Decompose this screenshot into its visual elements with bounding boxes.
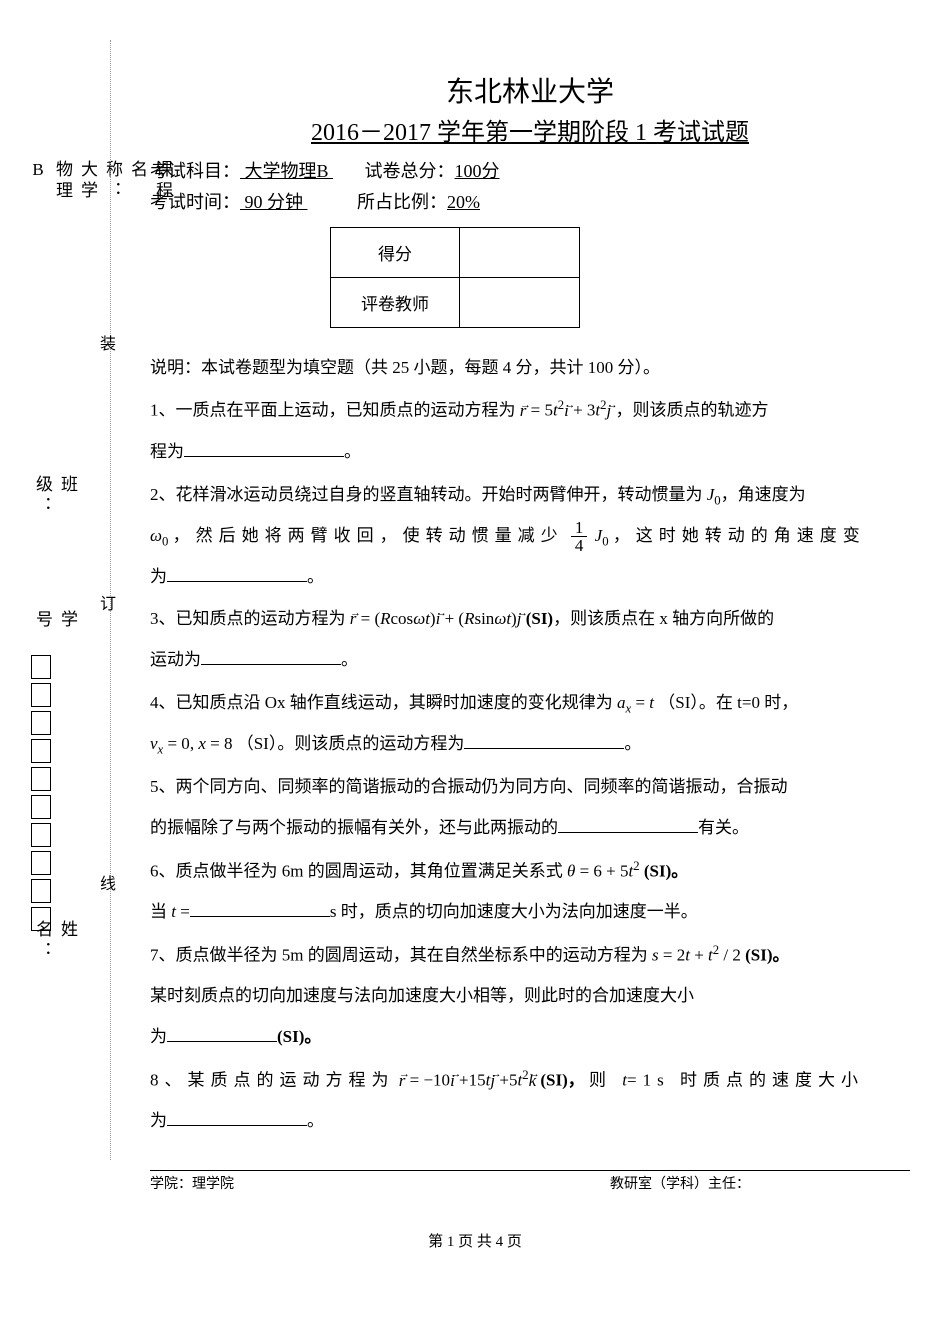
id-box <box>31 711 51 735</box>
university-title: 东北林业大学 <box>150 70 910 110</box>
id-boxes <box>31 655 51 935</box>
id-label: 学号 <box>30 610 80 631</box>
q8: 8、某质点的运动方程为 r = −10i +15tj +5t2k (SI)， 则… <box>150 1060 910 1142</box>
id-box <box>31 683 51 707</box>
meta-subject: 考试科目： 大学物理B 试卷总分：100分 <box>150 157 910 186</box>
footer-right: 教研室（学科）主任： <box>610 1173 910 1193</box>
score-table: 得分 评卷教师 <box>330 227 580 328</box>
grader-label: 评卷教师 <box>331 277 460 327</box>
content: 东北林业大学 2016－2017 学年第一学期阶段 1 考试试题 考试科目： 大… <box>150 70 910 1144</box>
q5: 5、两个同方向、同频率的简谐振动的合振动仍为同方向、同频率的简谐振动，合振动 的… <box>150 767 910 849</box>
exam-title: 2016－2017 学年第一学期阶段 1 考试试题 <box>150 112 910 147</box>
q1: 1、一质点在平面上运动，已知质点的运动方程为 r = 5t2i + 3t2j ，… <box>150 390 910 472</box>
footer: 学院：理学院 教研室（学科）主任： <box>150 1170 910 1193</box>
name-label: 姓名： <box>30 920 80 962</box>
q7: 7、质点做半径为 5m 的圆周运动，其在自然坐标系中的运动方程为 s = 2t … <box>150 935 910 1058</box>
meta-time: 考试时间： 90 分钟 所占比例：20% <box>150 188 910 217</box>
id-box <box>31 739 51 763</box>
page-number: 第 1 页 共 4 页 <box>0 1230 950 1251</box>
body: 说明：本试卷题型为填空题（共 25 小题，每题 4 分，共计 100 分）。 1… <box>150 348 910 1143</box>
q3: 3、已知质点的运动方程为 r = (Rcosωt)i + (Rsinωt)j (… <box>150 599 910 681</box>
id-box <box>31 851 51 875</box>
instructions: 说明：本试卷题型为填空题（共 25 小题，每题 4 分，共计 100 分）。 <box>150 348 910 389</box>
binding-zhuang: 装 <box>100 330 116 354</box>
id-box <box>31 823 51 847</box>
q4: 4、已知质点沿 Ox 轴作直线运动，其瞬时加速度的变化规律为 ax = t （S… <box>150 683 910 765</box>
id-box <box>31 795 51 819</box>
grader-cell <box>460 277 580 327</box>
score-label: 得分 <box>331 227 460 277</box>
footer-left: 学院：理学院 <box>150 1173 234 1193</box>
binding-ding: 订 <box>100 590 116 614</box>
binding-xian: 线 <box>100 870 116 894</box>
id-box <box>31 655 51 679</box>
q6: 6、质点做半径为 6m 的圆周运动，其角位置满足关系式 θ = 6 + 5t2 … <box>150 851 910 933</box>
q2: 2、花样滑冰运动员绕过自身的竖直轴转动。开始时两臂伸开，转动惯量为 J0，角速度… <box>150 475 910 598</box>
class-label: 班级： <box>30 475 80 517</box>
score-cell <box>460 227 580 277</box>
id-box <box>31 879 51 903</box>
id-box <box>31 767 51 791</box>
